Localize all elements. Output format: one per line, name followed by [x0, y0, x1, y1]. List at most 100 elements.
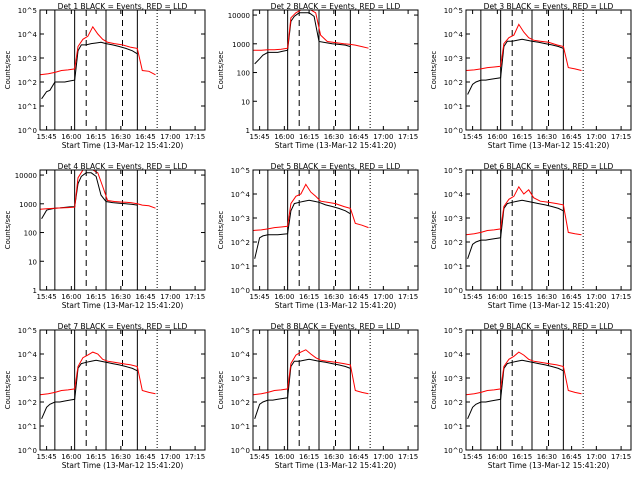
x-tick-label: 17:00 — [373, 133, 393, 141]
y-tick-label: 10000 — [228, 12, 250, 20]
panel-5: 10^0 10^1 10^2 10^3 10^4 10^5 15:45 16:00 16:15 1… — [217, 162, 419, 310]
x-tick-label: 16:00 — [61, 133, 81, 141]
y-tick-label: 10^3 — [18, 375, 37, 383]
y-tick-label: 10^5 — [444, 167, 463, 175]
x-tick-label: 17:15 — [611, 453, 631, 461]
y-tick-label: 10^0 — [444, 447, 463, 455]
x-tick-label: 15:45 — [463, 133, 483, 141]
panel-2: 1 10 100 1000 10000 15:45 16:00 16:15 16:30 16:45… — [217, 2, 419, 150]
x-tick-label: 15:45 — [37, 293, 57, 301]
series-line-events — [254, 358, 351, 419]
plot-frame — [465, 329, 632, 451]
y-tick-label: 10^5 — [231, 327, 250, 335]
x-tick-label: 16:15 — [299, 133, 319, 141]
series-line-lld — [252, 349, 369, 396]
y-tick-label: 10^5 — [444, 327, 463, 335]
x-axis-label: Start Time (13-Mar-12 15:41:20) — [488, 461, 610, 470]
y-tick-label: 10^0 — [18, 127, 37, 135]
y-tick-label: 10^1 — [231, 423, 250, 431]
y-tick-label: 10^2 — [444, 239, 463, 247]
x-axis-label: Start Time (13-Mar-12 15:41:20) — [62, 141, 184, 150]
x-tick-label: 16:30 — [324, 133, 344, 141]
y-tick-label: 10^2 — [18, 79, 37, 87]
y-axis-label: Counts/sec — [217, 211, 225, 250]
panel-title: Det 9 BLACK = Events, RED = LLD — [484, 322, 614, 331]
x-tick-label: 16:30 — [324, 293, 344, 301]
panel-title: Det 6 BLACK = Events, RED = LLD — [484, 162, 614, 171]
x-tick-label: 16:45 — [349, 133, 369, 141]
x-tick-label: 17:15 — [398, 133, 418, 141]
x-tick-label: 16:00 — [61, 293, 81, 301]
panel-1: 10^0 10^1 10^2 10^3 10^4 10^5 15:45 16:00 16:15 1… — [4, 2, 206, 150]
y-tick-label: 10^1 — [444, 423, 463, 431]
y-axis-label: Counts/sec — [430, 51, 438, 90]
x-tick-label: 17:00 — [373, 293, 393, 301]
panel-8: 10^0 10^1 10^2 10^3 10^4 10^5 15:45 16:00 16:15 1… — [217, 322, 419, 470]
x-tick-label: 17:00 — [586, 293, 606, 301]
series-line-events — [254, 12, 351, 65]
panel-4: 1 10 100 1000 10000 15:45 16:00 16:15 16:30 16:45… — [4, 162, 206, 310]
x-tick-label: 17:00 — [586, 453, 606, 461]
x-tick-label: 16:30 — [111, 133, 131, 141]
x-tick-label: 15:45 — [463, 453, 483, 461]
x-tick-label: 16:45 — [562, 293, 582, 301]
y-tick-label: 10^3 — [18, 55, 37, 63]
y-tick-label: 1000 — [19, 201, 37, 209]
series-line-lld — [465, 351, 582, 396]
x-tick-label: 16:30 — [111, 293, 131, 301]
x-tick-label: 17:15 — [611, 133, 631, 141]
y-tick-label: 10^1 — [18, 103, 37, 111]
plot-frame — [252, 9, 419, 131]
series-line-lld — [39, 25, 156, 76]
y-tick-label: 10^0 — [231, 447, 250, 455]
panel-9: 10^0 10^1 10^2 10^3 10^4 10^5 15:45 16:00 16:15 1… — [430, 322, 632, 470]
x-tick-label: 16:15 — [512, 293, 532, 301]
x-tick-label: 16:30 — [111, 453, 131, 461]
series-line-events — [467, 38, 564, 95]
x-tick-label: 16:15 — [86, 133, 106, 141]
x-axis-label: Start Time (13-Mar-12 15:41:20) — [488, 141, 610, 150]
y-tick-label: 10^4 — [18, 351, 38, 359]
y-tick-label: 10^3 — [444, 375, 463, 383]
y-tick-label: 10^5 — [18, 7, 37, 15]
y-tick-label: 10^4 — [231, 351, 251, 359]
x-axis-label: Start Time (13-Mar-12 15:41:20) — [62, 461, 184, 470]
y-tick-label: 10^2 — [231, 399, 250, 407]
x-tick-label: 17:15 — [398, 453, 418, 461]
y-tick-label: 10^1 — [444, 263, 463, 271]
x-tick-label: 16:45 — [349, 453, 369, 461]
y-tick-label: 1000 — [232, 41, 250, 49]
y-tick-label: 10 — [28, 258, 37, 266]
y-tick-label: 10^5 — [231, 167, 250, 175]
x-tick-label: 16:15 — [86, 293, 106, 301]
x-axis-label: Start Time (13-Mar-12 15:41:20) — [488, 301, 610, 310]
y-tick-label: 10^0 — [18, 447, 37, 455]
plot-frame — [39, 329, 206, 451]
series-line-events — [254, 199, 351, 259]
panel-title: Det 2 BLACK = Events, RED = LLD — [271, 2, 401, 11]
x-tick-label: 16:45 — [562, 133, 582, 141]
x-tick-label: 17:00 — [586, 133, 606, 141]
y-tick-label: 10^4 — [444, 191, 464, 199]
y-tick-label: 10^5 — [18, 327, 37, 335]
y-tick-label: 100 — [24, 230, 37, 238]
series-line-events — [41, 359, 138, 419]
x-tick-label: 16:30 — [537, 133, 557, 141]
plot-frame — [39, 169, 206, 291]
y-tick-label: 10^1 — [231, 263, 250, 271]
panel-title: Det 1 BLACK = Events, RED = LLD — [58, 2, 188, 11]
x-tick-label: 16:45 — [136, 133, 156, 141]
y-tick-label: 10^3 — [444, 55, 463, 63]
x-tick-label: 17:00 — [373, 453, 393, 461]
panel-title: Det 3 BLACK = Events, RED = LLD — [484, 2, 614, 11]
x-tick-label: 16:00 — [487, 453, 507, 461]
x-tick-label: 16:00 — [61, 453, 81, 461]
y-axis-label: Counts/sec — [4, 371, 12, 410]
y-tick-label: 10^2 — [444, 399, 463, 407]
panel-title: Det 4 BLACK = Events, RED = LLD — [58, 162, 188, 171]
x-axis-label: Start Time (13-Mar-12 15:41:20) — [275, 141, 397, 150]
y-tick-label: 10^3 — [231, 375, 250, 383]
x-tick-label: 16:30 — [324, 453, 344, 461]
x-tick-label: 17:15 — [611, 293, 631, 301]
